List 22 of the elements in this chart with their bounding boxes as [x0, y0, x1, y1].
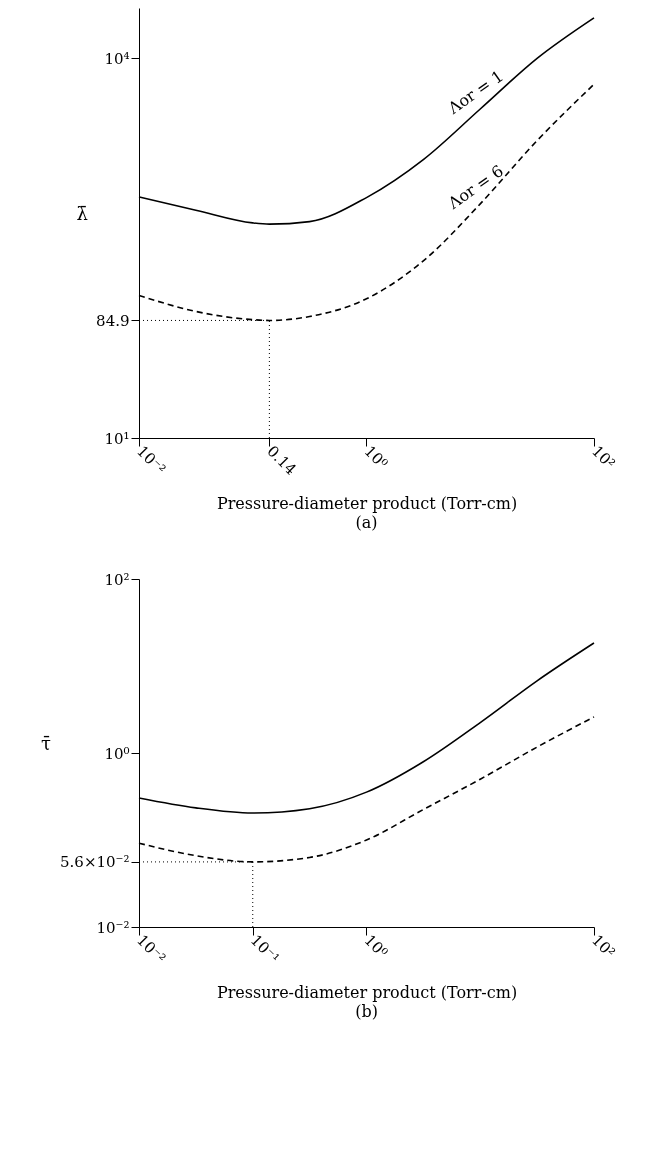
y-tick-label: 84.9 [96, 311, 130, 330]
y-axis-title: τ̄ [41, 732, 52, 754]
x-tick-label: 10⁻¹ [246, 931, 283, 968]
y-tick-label: 10⁰ [104, 744, 130, 763]
x-tick-label: 10⁰ [360, 931, 392, 962]
x-tick-label: 10⁰ [360, 442, 392, 473]
y-tick-label: 10² [104, 570, 130, 589]
x-axis-title: Pressure-diameter product (Torr-cm) [216, 493, 518, 513]
y-tick-label: 10¹ [104, 429, 130, 448]
annotation: Λor = 1 [443, 66, 507, 119]
x-tick-label: 10² [588, 931, 619, 962]
annotation: Λor = 6 [443, 161, 507, 214]
text: (b) [355, 1002, 378, 1021]
y-tick-label: 10⁻² [96, 918, 130, 937]
x-tick-label: 10⁻² [133, 931, 170, 968]
y-tick-label: 5.6×10⁻² [60, 853, 130, 872]
x-tick-label: 10² [588, 442, 619, 473]
y-tick-label: 10⁴ [104, 49, 130, 68]
x-tick-label: 10⁻² [133, 442, 170, 479]
y-axis-title: λ̄ [76, 202, 88, 224]
x-axis-title: Pressure-diameter product (Torr-cm) [216, 982, 518, 1002]
text: (a) [355, 513, 378, 533]
